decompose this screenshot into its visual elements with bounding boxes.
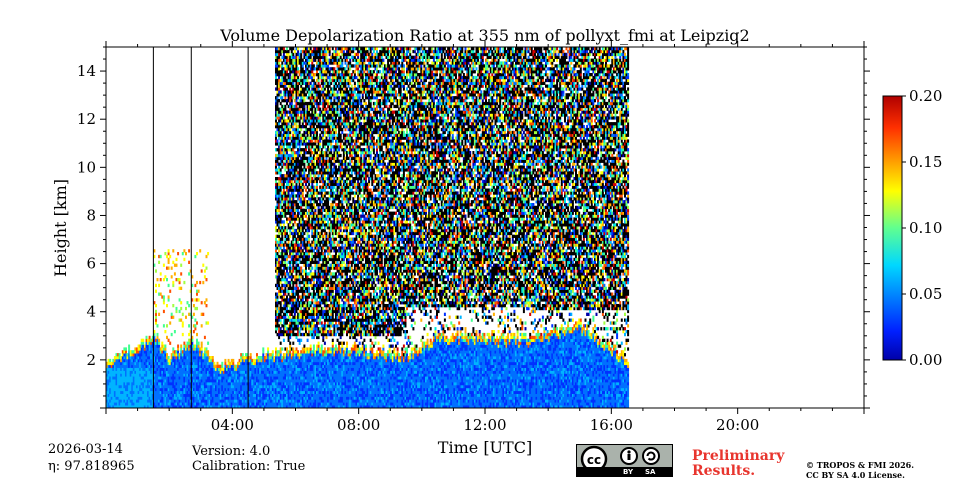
preliminary-label-line2: Results. — [692, 464, 755, 479]
colorbar-tick-label: 0.15 — [909, 153, 942, 171]
depolarization-chart: Volume Depolarization Ratio at 355 nm of… — [0, 0, 960, 480]
colorbar-tick-label: 0.00 — [909, 351, 942, 369]
by-label: BY — [623, 468, 633, 476]
y-tick-label: 12 — [77, 110, 96, 128]
footer-version: Version: 4.0 — [192, 444, 270, 459]
colorbar — [883, 96, 902, 360]
y-tick-label: 8 — [86, 206, 96, 224]
x-tick-label: 12:00 — [463, 416, 506, 434]
copyright-line2: CC BY SA 4.0 License. — [806, 470, 905, 480]
colorbar-tick-label: 0.20 — [909, 87, 942, 105]
colorbar-ticks: 0.00 0.05 0.10 0.15 0.20 — [902, 87, 942, 369]
x-tick-label: 20:00 — [716, 416, 759, 434]
x-axis-label: Time [UTC] — [438, 438, 532, 457]
y-tick-label: 10 — [77, 158, 96, 176]
x-tick-label: 16:00 — [590, 416, 633, 434]
footer-eta: η: 97.818965 — [48, 459, 135, 474]
sa-icon — [643, 448, 659, 464]
x-tick-label: 08:00 — [337, 416, 380, 434]
x-tick-label: 04:00 — [211, 416, 254, 434]
preliminary-label-line1: Preliminary — [692, 449, 784, 464]
cc-text: cc — [587, 453, 601, 467]
sa-label: SA — [645, 468, 655, 476]
copyright-line1: © TROPOS & FMI 2026. — [806, 460, 914, 470]
colorbar-tick-label: 0.05 — [909, 285, 942, 303]
y-tick-label: 14 — [77, 62, 96, 80]
footer-calibration: Calibration: True — [192, 459, 305, 474]
y-tick-label: 2 — [86, 351, 96, 369]
heatmap-area — [106, 44, 629, 408]
y-tick-label: 6 — [86, 255, 96, 273]
colorbar-tick-label: 0.10 — [909, 219, 942, 237]
y-tick-label: 4 — [86, 303, 96, 321]
y-axis-label: Height [km] — [51, 179, 70, 277]
footer-date: 2026-03-14 — [48, 442, 123, 457]
cc-license-badge: cc BY SA — [576, 444, 673, 477]
